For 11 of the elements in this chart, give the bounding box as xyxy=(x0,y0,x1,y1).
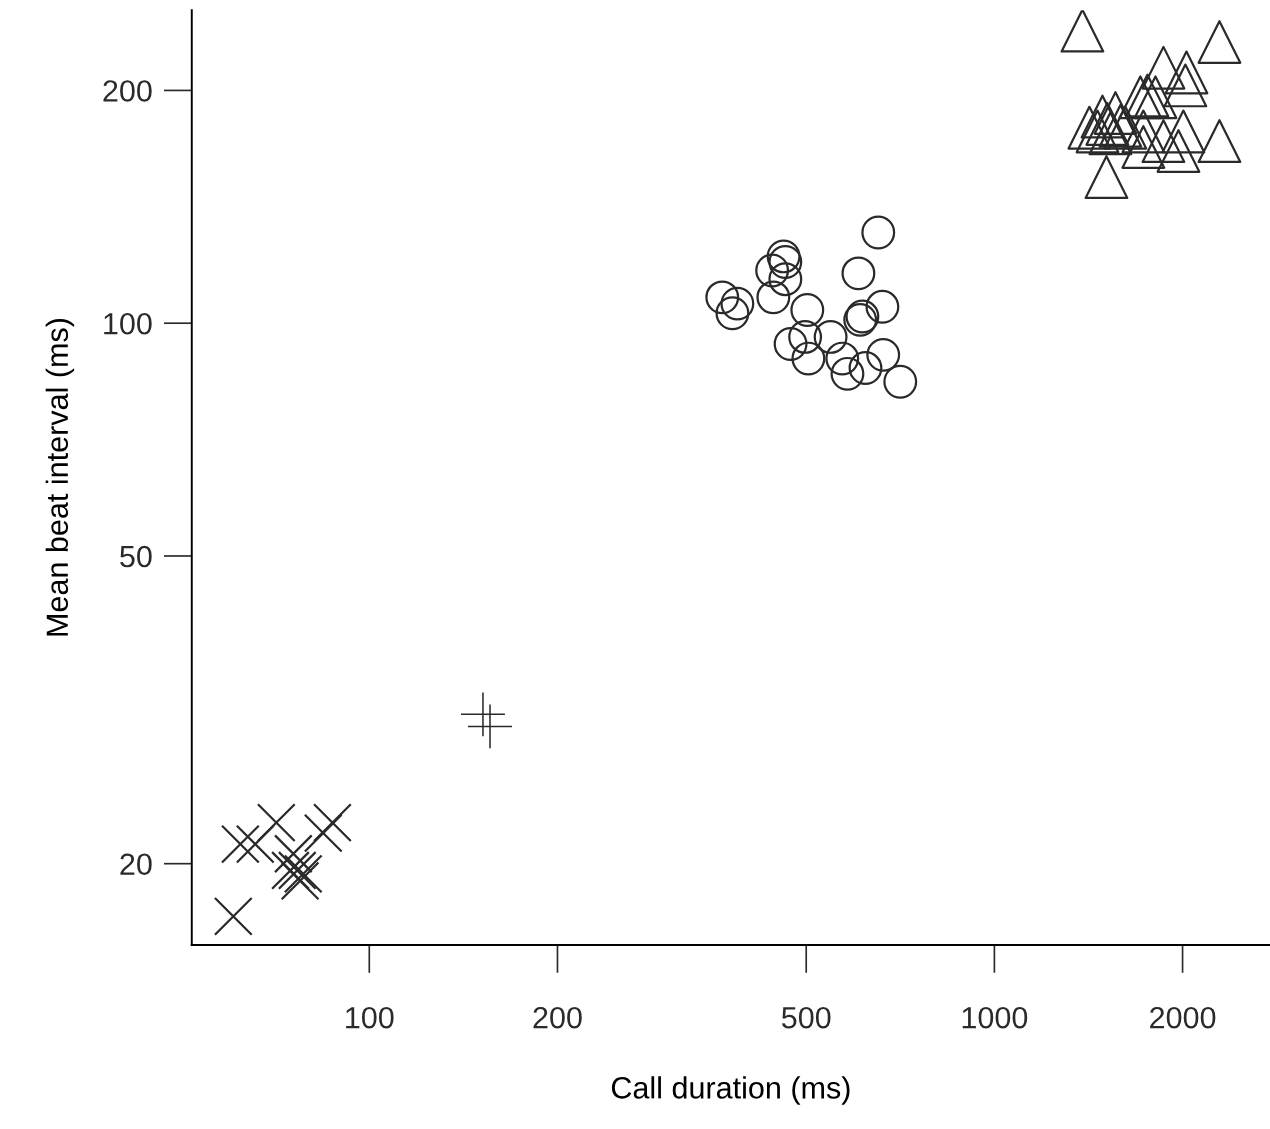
y-tick-label: 50 xyxy=(120,545,152,568)
x-tick-label: 100 xyxy=(346,1006,394,1029)
x-tick-label: 1000 xyxy=(962,1006,1028,1029)
x-tick-label: 500 xyxy=(781,1006,831,1029)
x-tick-label: 2000 xyxy=(1150,1006,1216,1029)
y-tick-label: 20 xyxy=(120,853,152,876)
y-tick-label: 200 xyxy=(103,80,152,102)
x-tick-label: 200 xyxy=(533,1006,582,1029)
y-tick-label: 100 xyxy=(104,312,152,335)
x-axis-title: Call duration (ms) xyxy=(611,1076,850,1105)
y-axis-title: Mean beat interval (ms) xyxy=(45,318,75,636)
